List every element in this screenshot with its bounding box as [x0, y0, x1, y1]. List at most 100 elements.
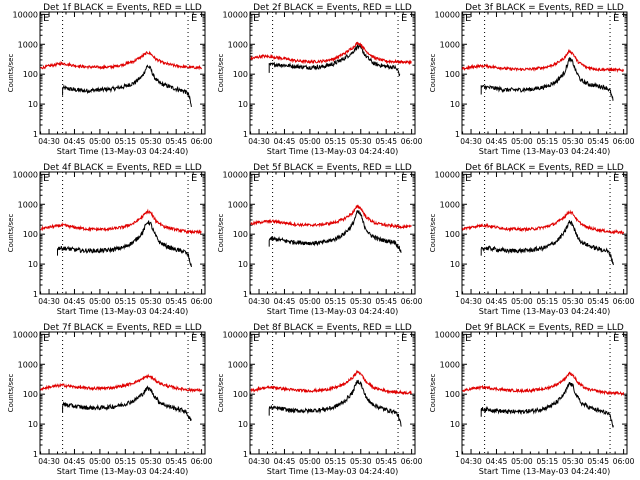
x-tick-label: 05:45: [165, 457, 187, 466]
x-tick-label: 04:45: [274, 137, 296, 146]
x-tick-label: 05:45: [375, 137, 397, 146]
panel-6: Det 6f BLACK = Events, RED = LLD 1 10 100 10…: [429, 163, 635, 316]
y-tick-label: 1000: [18, 40, 38, 49]
plot-frame: [461, 331, 628, 455]
y-axis-label: Counts/sec: [217, 374, 225, 413]
panel-title: Det 7f BLACK = Events, RED = LLD: [43, 323, 202, 333]
y-tick-label: 100: [23, 230, 38, 239]
y-tick-label: 10000: [435, 170, 460, 179]
x-tick-label: 05:30: [562, 297, 584, 306]
y-tick-label: 100: [445, 390, 460, 399]
x-tick-label: 05:00: [511, 297, 533, 306]
y-tick-label: 1000: [18, 200, 38, 209]
y-axis-label: Counts/sec: [7, 214, 15, 253]
x-tick-label: 05:00: [299, 457, 321, 466]
y-tick-label: 100: [445, 70, 460, 79]
y-tick-label: 10000: [13, 170, 38, 179]
y-tick-label: 1: [455, 130, 460, 139]
y-axis-label: Counts/sec: [7, 54, 15, 93]
x-tick-label: 04:45: [486, 137, 508, 146]
y-tick-label: 10000: [223, 10, 248, 19]
plot-frame: [249, 171, 416, 295]
lld-trace: [462, 371, 625, 397]
panel-8: Det 8f BLACK = Events, RED = LLD 1 10 100 10…: [217, 323, 423, 476]
x-tick-label: 04:30: [460, 297, 482, 306]
x-axis-label: Start Time (13-May-03 04:24:40): [267, 467, 398, 476]
x-tick-label: 05:30: [562, 457, 584, 466]
panel-title: Det 1f BLACK = Events, RED = LLD: [43, 3, 202, 13]
y-tick-label: 1000: [228, 360, 248, 369]
panel-1: Det 1f BLACK = Events, RED = LLD 1 10 100 10…: [7, 3, 213, 156]
lld-trace: [40, 50, 203, 71]
x-tick-label: 05:15: [325, 457, 347, 466]
x-tick-label: 05:30: [140, 457, 162, 466]
y-tick-label: 1000: [440, 200, 460, 209]
y-tick-label: 10000: [435, 330, 460, 339]
events-trace: [480, 56, 614, 102]
x-tick-label: 05:00: [511, 457, 533, 466]
y-tick-label: 1000: [440, 40, 460, 49]
x-tick-label: 05:30: [350, 457, 372, 466]
x-tick-label: 05:45: [375, 457, 397, 466]
y-tick-label: 100: [233, 390, 248, 399]
panel-3: Det 3f BLACK = Events, RED = LLD 1 10 100 10…: [429, 3, 635, 156]
x-tick-label: 05:00: [89, 137, 111, 146]
interval-marker: E: [465, 173, 471, 184]
y-tick-label: 10: [450, 100, 460, 109]
lld-trace: [250, 369, 412, 396]
x-tick-label: 05:00: [299, 137, 321, 146]
panel-5: Det 5f BLACK = Events, RED = LLD 1 10 100 10…: [217, 163, 423, 316]
y-tick-label: 100: [23, 390, 38, 399]
interval-marker: E: [465, 13, 471, 24]
x-tick-label: 05:30: [140, 297, 162, 306]
y-tick-label: 10000: [13, 330, 38, 339]
plot-frame: [249, 331, 416, 455]
interval-marker: E: [253, 333, 259, 344]
x-tick-label: 06:00: [401, 297, 423, 306]
lld-trace: [462, 48, 625, 73]
interval-marker: E: [191, 173, 197, 184]
x-tick-label: 06:00: [401, 137, 423, 146]
x-tick-label: 05:00: [89, 457, 111, 466]
y-axis-label: Counts/sec: [429, 214, 437, 253]
x-tick-label: 04:45: [274, 297, 296, 306]
x-tick-label: 05:45: [165, 137, 187, 146]
y-tick-label: 10: [238, 420, 248, 429]
y-axis-label: Counts/sec: [429, 374, 437, 413]
plot-frame: [39, 11, 206, 135]
interval-marker: E: [465, 333, 471, 344]
events-trace: [62, 64, 192, 107]
x-tick-label: 05:45: [587, 457, 609, 466]
x-tick-label: 05:15: [115, 297, 137, 306]
interval-marker: E: [401, 13, 407, 24]
events-trace: [268, 43, 401, 77]
plot-frame: [461, 11, 628, 135]
x-tick-label: 05:00: [511, 137, 533, 146]
panel-title: Det 3f BLACK = Events, RED = LLD: [465, 3, 624, 13]
x-tick-label: 05:30: [350, 297, 372, 306]
events-trace: [480, 220, 614, 266]
y-tick-label: 1: [243, 130, 248, 139]
y-tick-label: 10: [238, 260, 248, 269]
y-tick-label: 1: [243, 450, 248, 459]
x-tick-label: 05:15: [537, 297, 559, 306]
x-tick-label: 06:00: [401, 457, 423, 466]
plot-frame: [39, 331, 206, 455]
events-trace: [62, 385, 192, 421]
lld-trace: [40, 208, 202, 235]
y-tick-label: 10: [28, 260, 38, 269]
panel-title: Det 2f BLACK = Events, RED = LLD: [253, 3, 412, 13]
y-tick-label: 1000: [440, 360, 460, 369]
interval-marker: E: [191, 13, 197, 24]
x-tick-label: 05:15: [325, 137, 347, 146]
x-tick-label: 05:15: [115, 137, 137, 146]
y-tick-label: 10: [238, 100, 248, 109]
interval-marker: E: [253, 173, 259, 184]
x-axis-label: Start Time (13-May-03 04:24:40): [267, 147, 398, 156]
y-tick-label: 10: [450, 260, 460, 269]
y-tick-label: 1: [33, 130, 38, 139]
x-tick-label: 04:45: [64, 297, 86, 306]
x-tick-label: 04:30: [38, 457, 60, 466]
x-tick-label: 06:00: [613, 297, 635, 306]
